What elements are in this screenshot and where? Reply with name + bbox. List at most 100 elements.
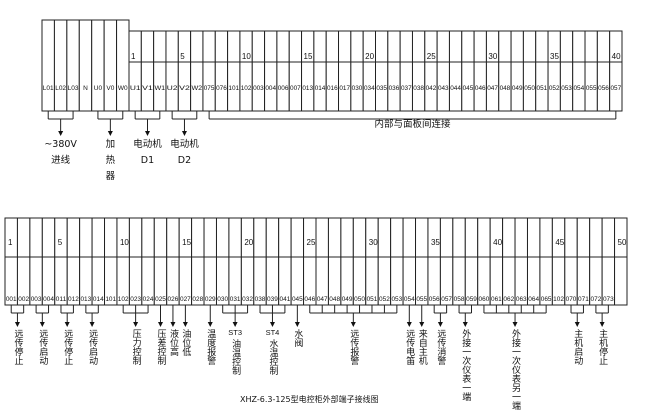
terminal-label: U0 bbox=[94, 85, 103, 92]
terminal-label: 037 bbox=[401, 85, 412, 92]
terminal-label: 036 bbox=[389, 85, 400, 92]
annotation-label: 水阀 bbox=[292, 329, 303, 347]
arrow-head-icon bbox=[462, 322, 468, 327]
terminal-label: 056 bbox=[598, 85, 609, 92]
terminal-label: U1 bbox=[130, 85, 141, 92]
terminal-cell bbox=[510, 30, 524, 112]
terminal-cell bbox=[91, 19, 105, 112]
terminal-cell bbox=[251, 30, 266, 112]
terminal-label: 042 bbox=[426, 85, 437, 92]
terminal-cell bbox=[424, 30, 438, 112]
terminal-label: 030 bbox=[352, 85, 363, 92]
terminal-cell bbox=[203, 217, 217, 306]
terminal-number: 1 bbox=[131, 52, 136, 61]
terminal-label: 014 bbox=[93, 296, 104, 303]
terminal-cell bbox=[191, 217, 205, 306]
terminal-label: L02 bbox=[55, 85, 66, 92]
terminal-number: 10 bbox=[242, 52, 251, 61]
terminal-cell bbox=[327, 217, 342, 306]
terminal-cell bbox=[66, 217, 81, 306]
terminal-label: 053 bbox=[391, 296, 402, 303]
terminal-label: 025 bbox=[155, 296, 166, 303]
terminal-number: 15 bbox=[182, 238, 191, 247]
terminal-cell bbox=[584, 30, 598, 112]
terminal-number: 25 bbox=[307, 238, 316, 247]
arrow-head-icon bbox=[269, 322, 275, 327]
arrow-head-icon bbox=[182, 322, 188, 327]
terminal-cell bbox=[572, 30, 586, 112]
terminal-cell bbox=[325, 30, 340, 112]
terminal-label: 061 bbox=[491, 296, 502, 303]
terminal-label: 002 bbox=[18, 296, 29, 303]
annotation-prefix: ST4 bbox=[265, 328, 280, 337]
terminal-number: 40 bbox=[612, 52, 621, 61]
terminal-label: 102 bbox=[241, 85, 252, 92]
annotation-label: 外接一次仪表一端 bbox=[460, 329, 471, 401]
terminal-label: 027 bbox=[180, 296, 191, 303]
annotation-label: ~380V bbox=[44, 139, 77, 150]
terminal-label: W2 bbox=[191, 85, 202, 92]
terminal-cell bbox=[264, 30, 278, 112]
terminal-cell bbox=[526, 217, 541, 306]
annotation-label: 液位高 bbox=[167, 329, 178, 356]
arrow-head-icon bbox=[232, 322, 238, 327]
arrow-head-icon bbox=[144, 131, 150, 136]
terminal-cell bbox=[165, 30, 179, 112]
terminal-label: 059 bbox=[466, 296, 477, 303]
terminal-label: 062 bbox=[503, 296, 514, 303]
terminal-label: 050 bbox=[524, 85, 535, 92]
annotation-label: 远传停止 bbox=[62, 329, 73, 365]
terminal-label: 035 bbox=[376, 85, 387, 92]
terminal-number: 35 bbox=[550, 52, 559, 61]
terminal-cell bbox=[227, 30, 241, 112]
terminal-label: 048 bbox=[500, 85, 511, 92]
terminal-cell bbox=[350, 30, 364, 112]
terminal-cell bbox=[215, 217, 230, 306]
terminal-label: 006 bbox=[278, 85, 289, 92]
arrow-head-icon bbox=[599, 322, 605, 327]
terminal-label: 028 bbox=[192, 296, 203, 303]
terminal-cell bbox=[601, 217, 616, 306]
arrow-head-icon bbox=[133, 322, 139, 327]
arrow-head-icon bbox=[294, 322, 300, 327]
terminal-number: 20 bbox=[244, 238, 253, 247]
annotation-label: 远传报警 bbox=[348, 329, 359, 365]
terminal-cell bbox=[178, 217, 193, 306]
terminal-cell bbox=[153, 30, 167, 112]
annotation-label: D1 bbox=[141, 155, 154, 166]
terminal-label: U2 bbox=[167, 85, 178, 92]
annotation-label: 器 bbox=[106, 171, 116, 182]
terminal-cell bbox=[576, 217, 591, 306]
terminal-cell bbox=[29, 217, 43, 306]
annotation-label: 压力控制 bbox=[130, 329, 141, 365]
terminal-label: 101 bbox=[105, 296, 116, 303]
terminal-label: 039 bbox=[267, 296, 278, 303]
annotation-label: 电动机 bbox=[170, 138, 199, 150]
terminal-cell bbox=[16, 217, 31, 306]
terminal-label: 102 bbox=[553, 296, 564, 303]
terminal-number: 5 bbox=[180, 52, 185, 61]
annotation-label: 远传启动 bbox=[87, 329, 98, 365]
terminal-label: 101 bbox=[228, 85, 239, 92]
terminal-cell bbox=[436, 30, 450, 112]
terminal-cell bbox=[116, 217, 130, 306]
terminal-cell bbox=[177, 30, 192, 112]
terminal-label: 054 bbox=[404, 296, 415, 303]
terminal-number: 5 bbox=[58, 238, 63, 247]
terminal-label: 030 bbox=[217, 296, 228, 303]
annotation-label: 电动机 bbox=[133, 138, 162, 150]
terminal-cell bbox=[362, 30, 376, 112]
terminal-label: 049 bbox=[342, 296, 353, 303]
terminal-cell bbox=[301, 30, 315, 112]
terminal-cell bbox=[365, 217, 379, 306]
terminal-cell bbox=[128, 217, 143, 306]
terminal-cell bbox=[116, 19, 130, 112]
terminal-label: 023 bbox=[130, 296, 141, 303]
terminal-label: V2 bbox=[179, 85, 190, 92]
terminal-number: 30 bbox=[369, 238, 378, 247]
terminal-label: 065 bbox=[541, 296, 552, 303]
terminal-cell bbox=[190, 30, 204, 112]
terminal-number: 1 bbox=[8, 238, 13, 247]
annotation-label: 来自主机 bbox=[416, 329, 427, 365]
